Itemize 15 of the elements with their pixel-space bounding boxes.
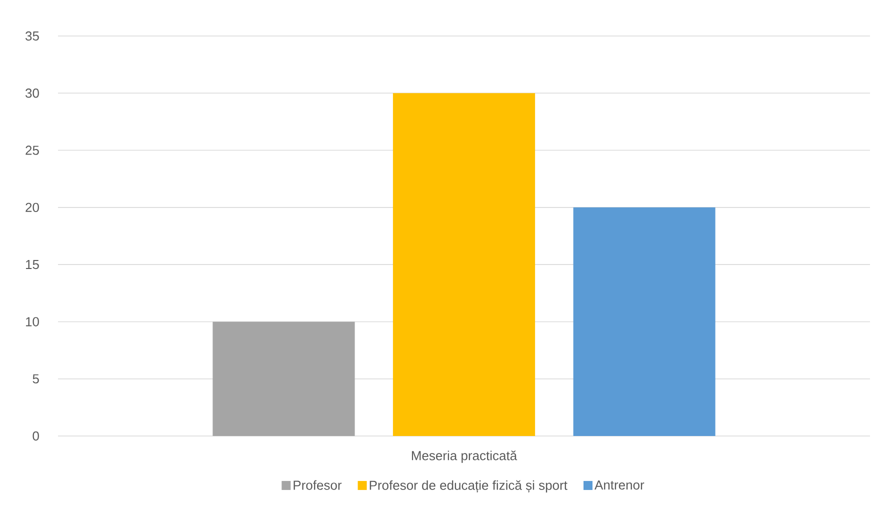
y-tick-label: 35: [26, 31, 39, 41]
y-tick-label: 25: [26, 146, 39, 155]
y-tick-label: 30: [26, 88, 39, 98]
legend-label: Profesor de educație fizică și sport: [370, 480, 568, 493]
y-tick-label: 5: [32, 374, 39, 384]
y-tick-label: 20: [26, 202, 39, 212]
x-tick-label: Meseria practicată: [412, 450, 518, 463]
legend-label: Profesor: [294, 480, 342, 490]
legend-label: Antrenor: [594, 480, 644, 490]
y-tick-label: 15: [26, 260, 39, 270]
y-tick-label: 10: [26, 317, 39, 326]
bar: [573, 207, 716, 436]
bar: [392, 93, 536, 436]
y-tick-label: 0: [32, 431, 39, 441]
bar: [212, 322, 355, 436]
